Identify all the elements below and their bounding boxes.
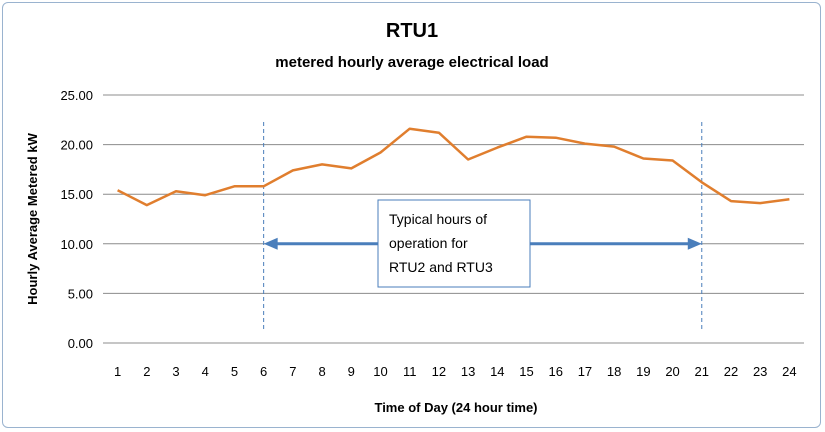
annotation-box: [377, 199, 531, 288]
y-axis-title: Hourly Average Metered kW: [25, 132, 40, 304]
x-tick-label: 18: [607, 364, 621, 379]
chart-subtitle: metered hourly average electrical load: [275, 54, 548, 71]
x-tick-label: 11: [403, 364, 417, 379]
y-tick-label: 25.00: [60, 88, 93, 103]
range-arrow-head-right: [687, 237, 702, 250]
x-tick-label: 6: [260, 364, 267, 379]
series-line: [117, 127, 790, 207]
x-tick-label: 5: [231, 364, 238, 379]
annotation-text-line: Typical hours of: [389, 211, 487, 227]
x-tick-label: 7: [289, 364, 296, 379]
x-tick-label: 8: [318, 364, 325, 379]
x-axis-ticks: 1 2 3 4 5 6 7 8 9 10 11 12 13 14 15 16 17 18 19 20 21 22 23 24: [114, 364, 797, 379]
x-tick-label: 14: [490, 364, 504, 379]
x-tick-label: 19: [636, 364, 650, 379]
y-tick-label: 5.00: [68, 286, 93, 301]
x-tick-label: 1: [114, 364, 121, 379]
annotation-group: Typical hours of operation for RTU2 and RT…: [263, 122, 703, 330]
y-tick-label: 10.00: [60, 237, 93, 252]
y-tick-label: 0.00: [68, 336, 93, 351]
annotation-text-line: operation for: [389, 235, 468, 251]
annotation-text-line: RTU2 and RTU3: [389, 259, 493, 275]
x-tick-label: 20: [665, 364, 679, 379]
x-tick-label: 4: [202, 364, 209, 379]
x-tick-label: 9: [348, 364, 355, 379]
y-tick-label: 20.00: [60, 138, 93, 153]
x-axis-title: Time of Day (24 hour time): [374, 400, 537, 415]
x-tick-label: 15: [519, 364, 533, 379]
series-group: [117, 127, 790, 207]
x-tick-label: 23: [753, 364, 767, 379]
x-tick-label: 2: [143, 364, 150, 379]
range-arrow-head-left: [263, 237, 278, 250]
x-tick-label: 24: [782, 364, 796, 379]
x-tick-label: 21: [695, 364, 709, 379]
x-tick-label: 10: [373, 364, 387, 379]
y-tick-label: 15.00: [60, 187, 93, 202]
x-tick-label: 3: [172, 364, 179, 379]
x-tick-label: 16: [548, 364, 562, 379]
chart-title: RTU1: [386, 20, 438, 42]
y-axis-ticks: 0.00 5.00 10.00 15.00 20.00 25.00: [60, 88, 93, 351]
x-tick-label: 13: [461, 364, 475, 379]
x-tick-label: 22: [724, 364, 738, 379]
x-tick-label: 12: [432, 364, 446, 379]
x-tick-label: 17: [578, 364, 592, 379]
